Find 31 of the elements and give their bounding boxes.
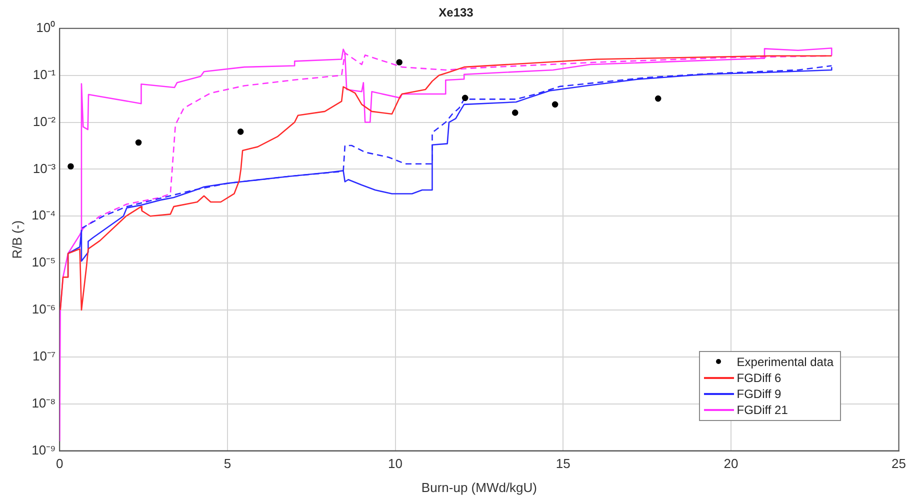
- legend-label: FGDiff 6: [736, 370, 782, 385]
- point: [512, 110, 518, 116]
- chart-title: Xe133: [438, 6, 474, 20]
- y-tick-label: 10⁻⁴: [32, 208, 56, 223]
- x-tick-label: 15: [556, 456, 570, 472]
- point: [654, 95, 662, 102]
- y-tick-label: 10⁻⁹: [32, 442, 56, 458]
- x-tick-label: 25: [892, 456, 906, 472]
- y-tick-label: 10⁻⁵: [32, 254, 56, 270]
- x-tick-label: 0: [56, 456, 64, 472]
- point: [462, 94, 468, 102]
- point: [552, 101, 558, 108]
- point: [135, 139, 142, 146]
- x-axis-title: Burn-up (MWd/kgU): [421, 480, 537, 495]
- x-tick-label: 5: [224, 456, 232, 472]
- y-tick-label: 10⁻⁷: [32, 348, 56, 364]
- y-tick-label: 10⁻⁸: [32, 395, 56, 410]
- y-tick-label: 10⁻³: [32, 160, 56, 176]
- y-tick-label: 10⁻¹: [32, 66, 56, 82]
- y-tick-label: 10⁻⁶: [32, 302, 56, 317]
- y-tick-label: 10⁰: [36, 20, 56, 35]
- x-tick-label: 10: [388, 456, 403, 472]
- legend-label: FGDiff 9: [736, 386, 782, 401]
- x-tick-label: 20: [724, 456, 738, 472]
- point: [68, 163, 74, 170]
- point: [396, 59, 402, 66]
- legend-label: FGDiff 21: [736, 402, 788, 417]
- y-tick-label: 10⁻²: [32, 114, 56, 129]
- y-axis-title: R/B (-): [9, 220, 24, 259]
- legend-label: Experimental data: [736, 354, 834, 369]
- point: [237, 128, 244, 135]
